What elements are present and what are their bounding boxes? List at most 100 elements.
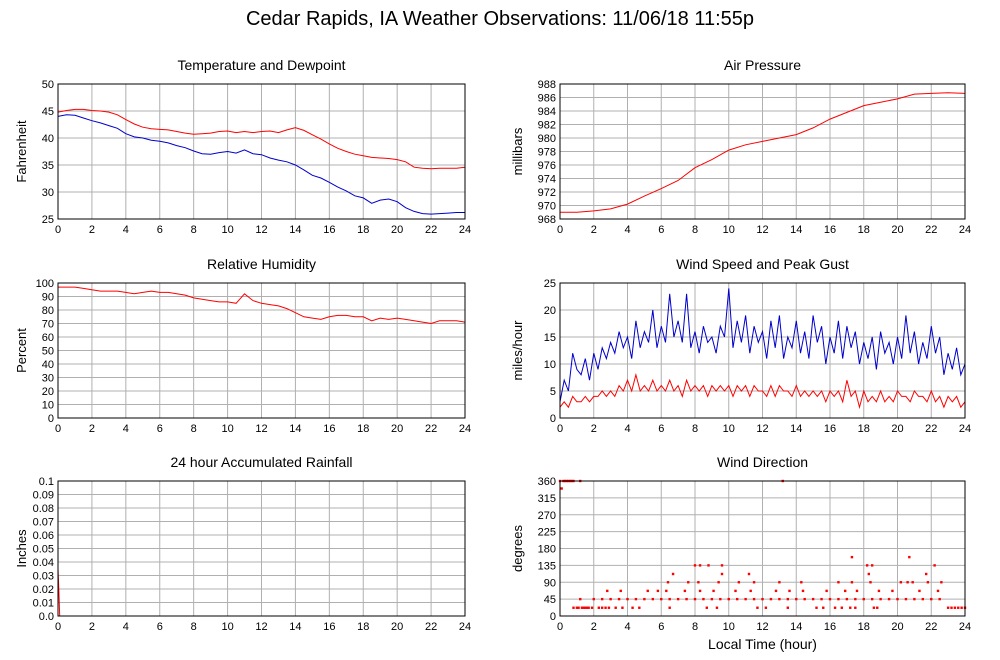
data-point: [899, 581, 903, 584]
x-tick-label: 10: [723, 621, 735, 633]
data-point: [936, 589, 940, 593]
x-tick-label: 24: [459, 224, 471, 236]
data-point: [587, 606, 590, 609]
data-point: [752, 581, 756, 584]
y-tick-label: 972: [538, 187, 556, 199]
data-point: [752, 597, 756, 601]
x-tick-label: 4: [123, 224, 129, 236]
y-tick-label: 10: [544, 359, 556, 371]
x-tick-label: 6: [157, 224, 163, 236]
data-point: [828, 597, 832, 601]
y-tick-label: 70: [42, 319, 54, 331]
data-point: [837, 581, 840, 584]
data-point: [720, 564, 724, 567]
x-tick-label: 24: [959, 224, 971, 236]
x-tick-label: 2: [591, 423, 597, 435]
y-tick-label: 40: [42, 133, 54, 145]
data-point: [579, 597, 582, 601]
data-point: [877, 589, 881, 593]
y-tick-label: 315: [538, 493, 556, 505]
data-point: [865, 564, 869, 567]
data-point: [585, 606, 589, 609]
x-tick-label: 24: [459, 621, 471, 633]
plot-frame: [57, 282, 466, 419]
x-tick-label: 2: [591, 224, 597, 236]
x-tick-label: 18: [357, 423, 369, 435]
data-point: [786, 597, 790, 601]
data-point: [668, 597, 671, 601]
data-point: [879, 597, 882, 601]
data-point: [913, 597, 916, 601]
y-tick-label: 986: [538, 93, 556, 105]
y-tick-label: 20: [544, 305, 556, 317]
data-point: [918, 589, 921, 593]
y-tick-label: 976: [538, 160, 556, 172]
data-point: [665, 589, 668, 593]
x-tick-label: 14: [790, 224, 802, 236]
data-point: [946, 606, 950, 609]
y-tick-label: 50: [42, 346, 54, 358]
data-point: [626, 597, 629, 601]
x-tick-label: 12: [756, 224, 768, 236]
data-point: [870, 564, 874, 567]
data-point: [908, 555, 911, 559]
data-point: [870, 597, 874, 601]
x-tick-label: 8: [191, 423, 197, 435]
x-tick-label: 14: [289, 224, 301, 236]
x-tick-label: 20: [891, 423, 903, 435]
plot-frame: [559, 83, 966, 220]
x-tick-label: 24: [959, 621, 971, 633]
y-tick-label: 0: [48, 413, 54, 425]
x-tick-label: 8: [191, 621, 197, 633]
data-point: [930, 597, 933, 601]
data-point: [843, 589, 847, 593]
data-point: [854, 597, 857, 601]
data-point: [933, 564, 936, 567]
y-tick-label: 0.05: [33, 544, 54, 556]
y-tick-label: 45: [544, 594, 556, 606]
data-point: [687, 581, 690, 584]
y-tick-label: 974: [538, 174, 556, 186]
y-tick-label: 0.09: [33, 490, 54, 502]
series-line-0: [57, 108, 466, 170]
data-point: [656, 589, 660, 593]
data-point: [800, 581, 803, 584]
data-point: [720, 572, 724, 576]
data-point: [693, 597, 697, 601]
x-tick-label: 20: [391, 621, 403, 633]
data-point: [769, 597, 773, 601]
data-point: [764, 606, 768, 609]
chart-title: Relative Humidity: [207, 256, 316, 272]
y-tick-label: 135: [538, 560, 556, 572]
data-point: [854, 606, 857, 609]
data-point: [646, 589, 649, 593]
x-tick-label: 0: [557, 423, 563, 435]
series-line-0: [560, 92, 966, 213]
y-tick-label: 988: [538, 79, 556, 91]
data-point: [876, 606, 879, 609]
data-point: [560, 487, 563, 490]
x-tick-label: 20: [391, 423, 403, 435]
y-tick-label: 90: [42, 292, 54, 304]
data-point: [801, 589, 805, 593]
x-tick-label: 14: [289, 621, 301, 633]
y-tick-label: 90: [544, 577, 556, 589]
x-tick-label: 20: [891, 224, 903, 236]
data-point: [590, 606, 594, 609]
data-point: [717, 581, 720, 584]
y-axis-label: degrees: [510, 525, 525, 572]
data-point: [924, 572, 928, 576]
series-line-0: [559, 288, 966, 402]
y-tick-label: 45: [42, 106, 54, 118]
data-point: [815, 606, 818, 609]
y-tick-label: 0.06: [33, 530, 54, 542]
x-tick-label: 6: [157, 423, 163, 435]
y-tick-label: 15: [544, 332, 556, 344]
data-point: [921, 597, 925, 601]
data-point: [698, 564, 702, 567]
x-tick-label: 22: [425, 621, 437, 633]
y-tick-label: 984: [538, 106, 556, 118]
